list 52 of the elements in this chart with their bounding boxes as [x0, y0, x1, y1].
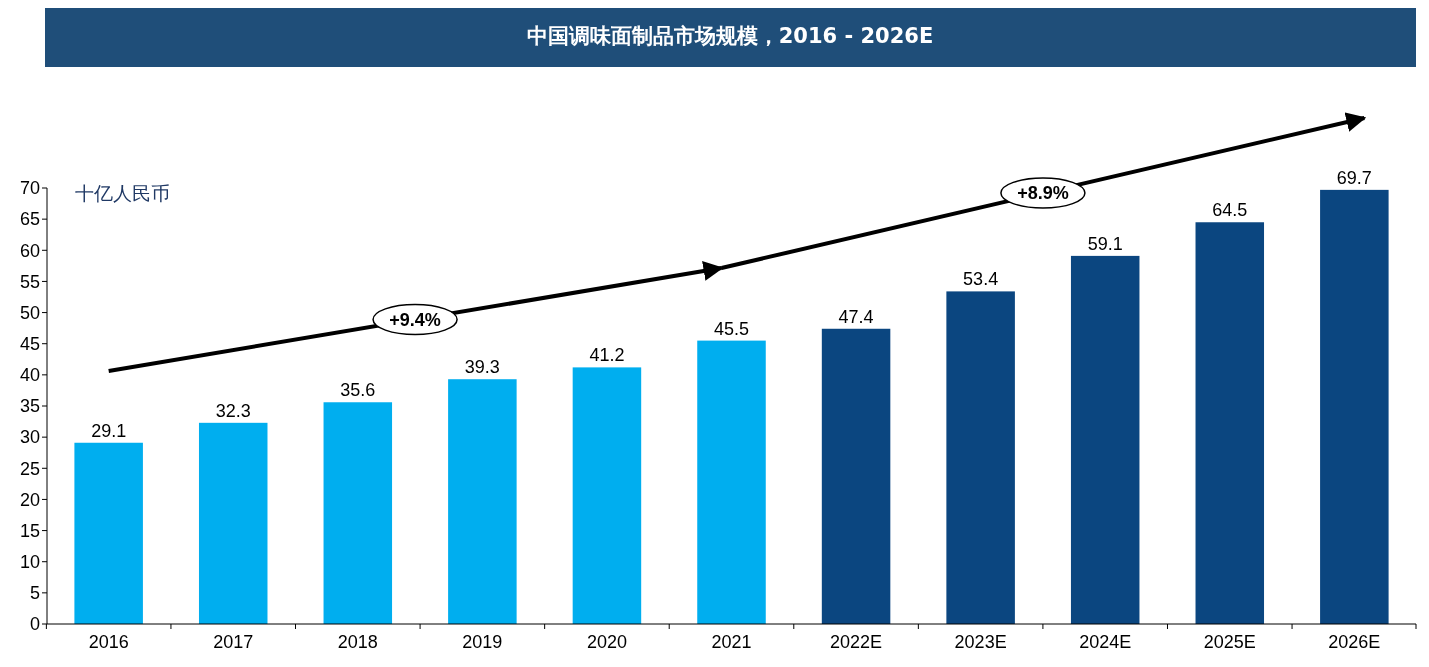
y-tick-label: 45	[19, 334, 40, 355]
y-tick-label: 20	[19, 489, 40, 510]
y-tick-label: 35	[19, 396, 40, 417]
x-tick-label: 2018	[337, 632, 378, 652]
x-tick-label: 2020	[586, 632, 627, 652]
y-tick-label: 5	[29, 583, 40, 604]
bar	[697, 340, 766, 624]
x-tick-label: 2024E	[1079, 632, 1132, 652]
y-tick-label: 55	[19, 271, 40, 292]
x-tick-label: 2017	[213, 632, 254, 652]
data-label: 69.7	[1336, 167, 1372, 188]
x-tick-label: 2026E	[1328, 632, 1381, 652]
data-label: 29.1	[91, 420, 127, 441]
y-tick-label: 25	[19, 458, 40, 479]
annotation: +9.4%	[389, 309, 441, 330]
data-label: 41.2	[589, 345, 625, 366]
annotation: +8.9%	[1017, 183, 1069, 204]
y-tick-label: 15	[19, 520, 40, 541]
data-label: 45.5	[713, 318, 750, 339]
data-label: 59.1	[1087, 233, 1123, 254]
bar	[572, 367, 642, 624]
y-axis-title: 十亿人民币	[75, 182, 170, 204]
x-tick-label: 2022E	[830, 632, 883, 652]
x-tick-label: 2016	[88, 632, 129, 652]
bar	[1195, 222, 1265, 624]
data-label: 53.4	[963, 269, 999, 290]
bar	[1320, 189, 1389, 624]
y-tick-label: 0	[29, 614, 40, 635]
y-tick-label: 40	[19, 365, 40, 386]
y-tick-label: 50	[19, 302, 40, 323]
x-tick-label: 2025E	[1203, 632, 1256, 652]
bar	[1070, 255, 1140, 624]
data-label: 32.3	[215, 400, 251, 421]
bar	[821, 328, 891, 624]
bar	[74, 442, 143, 624]
x-tick-label: 2021	[711, 632, 752, 652]
bar	[323, 402, 393, 624]
y-tick-label: 10	[19, 552, 40, 573]
data-label: 35.6	[340, 380, 376, 401]
bar	[198, 422, 268, 624]
chart-title: 中国调味面制品市场规模，2016 - 2026E	[526, 24, 934, 48]
y-tick-label: 30	[19, 427, 40, 448]
bar	[448, 379, 517, 624]
y-tick-label: 60	[19, 240, 40, 261]
data-label: 39.3	[464, 357, 500, 378]
y-tick-label: 65	[19, 209, 40, 230]
y-tick-label: 70	[19, 178, 40, 199]
x-tick-label: 2023E	[954, 632, 1007, 652]
bar	[946, 291, 1015, 624]
x-tick-label: 2019	[462, 632, 503, 652]
data-label: 64.5	[1212, 200, 1248, 221]
data-label: 47.4	[838, 306, 874, 327]
